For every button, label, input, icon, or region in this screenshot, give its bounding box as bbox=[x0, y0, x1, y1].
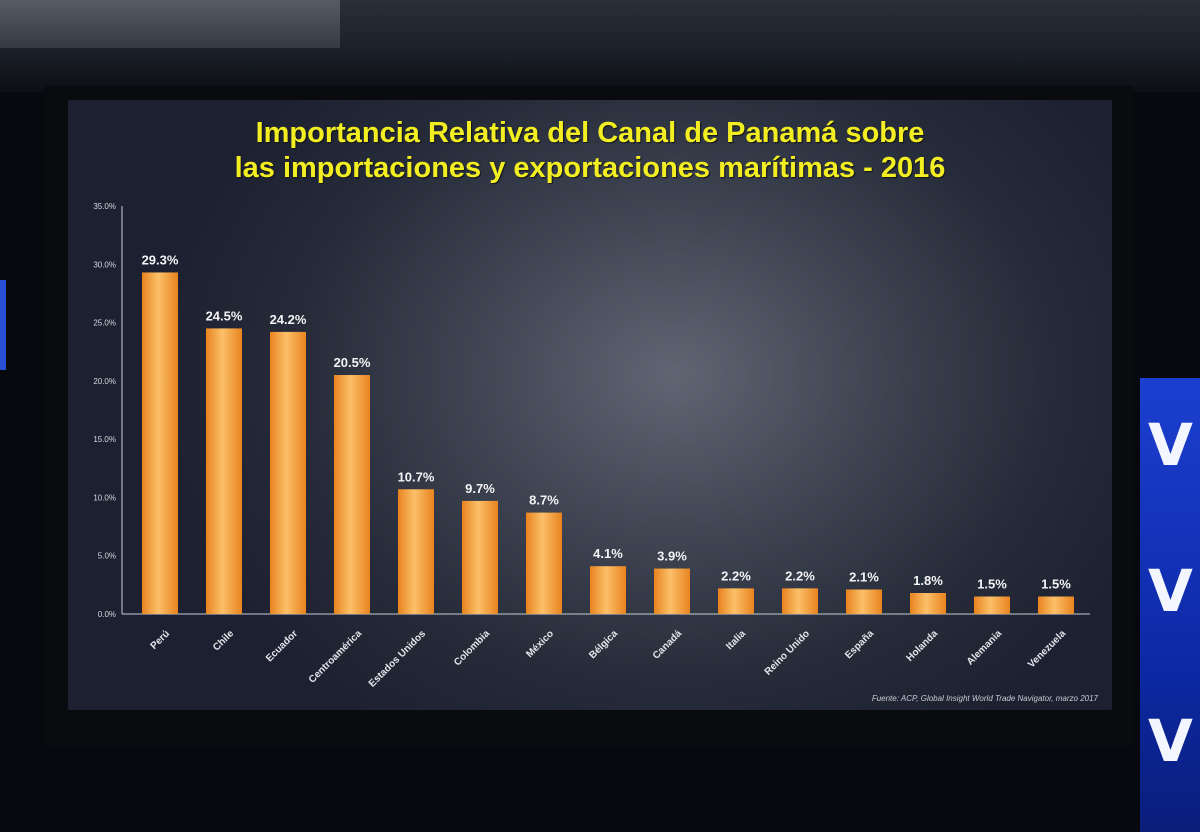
data-label: 9.7% bbox=[465, 481, 495, 496]
data-label: 1.5% bbox=[977, 577, 1007, 592]
bar bbox=[846, 589, 882, 614]
banner-logo-icon: V bbox=[1148, 557, 1193, 625]
bar bbox=[334, 375, 370, 614]
bar bbox=[910, 593, 946, 614]
y-tick-label: 10.0% bbox=[93, 493, 116, 502]
slide: Importancia Relativa del Canal de Panamá… bbox=[68, 100, 1112, 710]
banner-logo-icon: V bbox=[1148, 707, 1193, 775]
data-label: 8.7% bbox=[529, 493, 559, 508]
chart-axes: 0.0% 5.0% 10.0% 15.0% 20.0% 25.0% 30.0% 35.0% bbox=[93, 202, 1090, 619]
data-label: 3.9% bbox=[657, 549, 687, 564]
x-tick-label: Holanda bbox=[904, 628, 940, 664]
bar bbox=[654, 568, 690, 614]
event-banner bbox=[1140, 378, 1200, 832]
x-tick-label: Ecuador bbox=[264, 628, 300, 664]
slide-title: Importancia Relativa del Canal de Panamá… bbox=[68, 116, 1112, 186]
x-tick-label: Estados Unidos bbox=[367, 628, 429, 690]
x-tick-label: Italia bbox=[724, 628, 748, 652]
y-tick-label: 30.0% bbox=[93, 260, 116, 269]
data-label: 4.1% bbox=[593, 546, 623, 561]
x-tick-label: Canadá bbox=[651, 628, 685, 662]
bar bbox=[206, 328, 242, 614]
bar bbox=[398, 489, 434, 614]
bar bbox=[974, 596, 1010, 614]
data-label: 29.3% bbox=[142, 252, 179, 267]
data-label: 1.5% bbox=[1041, 577, 1071, 592]
x-tick-label: México bbox=[524, 628, 556, 660]
bar bbox=[142, 272, 178, 614]
x-tick-label: Reino Unido bbox=[763, 628, 812, 677]
y-tick-label: 0.0% bbox=[98, 610, 116, 619]
banner-logo-icon: V bbox=[1148, 411, 1193, 479]
bar bbox=[718, 588, 754, 614]
y-tick-label: 15.0% bbox=[93, 435, 116, 444]
slide-title-line-2: las importaciones y exportaciones maríti… bbox=[234, 152, 946, 184]
ceiling-panel bbox=[0, 0, 340, 48]
data-label: 10.7% bbox=[398, 469, 435, 484]
data-label: 24.5% bbox=[206, 308, 243, 323]
slide-title-line-1: Importancia Relativa del Canal de Panamá… bbox=[255, 117, 925, 149]
x-tick-label: Bélgica bbox=[587, 628, 620, 661]
bar bbox=[270, 331, 306, 614]
x-tick-label: Perú bbox=[149, 628, 173, 652]
data-label: 2.2% bbox=[785, 568, 815, 583]
source-note: Fuente: ACP, Global Insight World Trade … bbox=[871, 694, 1098, 703]
x-tick-label: España bbox=[843, 628, 876, 661]
data-label: 24.2% bbox=[270, 312, 307, 327]
bar bbox=[526, 512, 562, 614]
data-label: 20.5% bbox=[334, 355, 371, 370]
bar bbox=[782, 588, 818, 614]
x-tick-label: Centroamérica bbox=[307, 628, 365, 686]
x-tick-label: Alemania bbox=[965, 628, 1005, 668]
data-label: 1.8% bbox=[913, 573, 943, 588]
bar bbox=[1038, 596, 1074, 614]
bar bbox=[462, 500, 498, 614]
left-wall-accent bbox=[0, 280, 6, 370]
y-tick-label: 25.0% bbox=[93, 319, 116, 328]
data-label: 2.1% bbox=[849, 570, 879, 585]
x-tick-label: Chile bbox=[211, 628, 236, 653]
chart-bars bbox=[142, 272, 1074, 614]
y-tick-label: 35.0% bbox=[93, 202, 116, 211]
data-label: 2.2% bbox=[721, 568, 751, 583]
room-ceiling bbox=[0, 0, 1200, 92]
bar-chart: 0.0% 5.0% 10.0% 15.0% 20.0% 25.0% 30.0% 35.0% 2… bbox=[93, 202, 1090, 690]
bar bbox=[590, 566, 626, 614]
x-tick-label: Venezuela bbox=[1026, 628, 1068, 670]
y-tick-label: 5.0% bbox=[98, 552, 116, 561]
x-tick-label: Colombia bbox=[452, 628, 492, 668]
y-tick-label: 20.0% bbox=[93, 377, 116, 386]
